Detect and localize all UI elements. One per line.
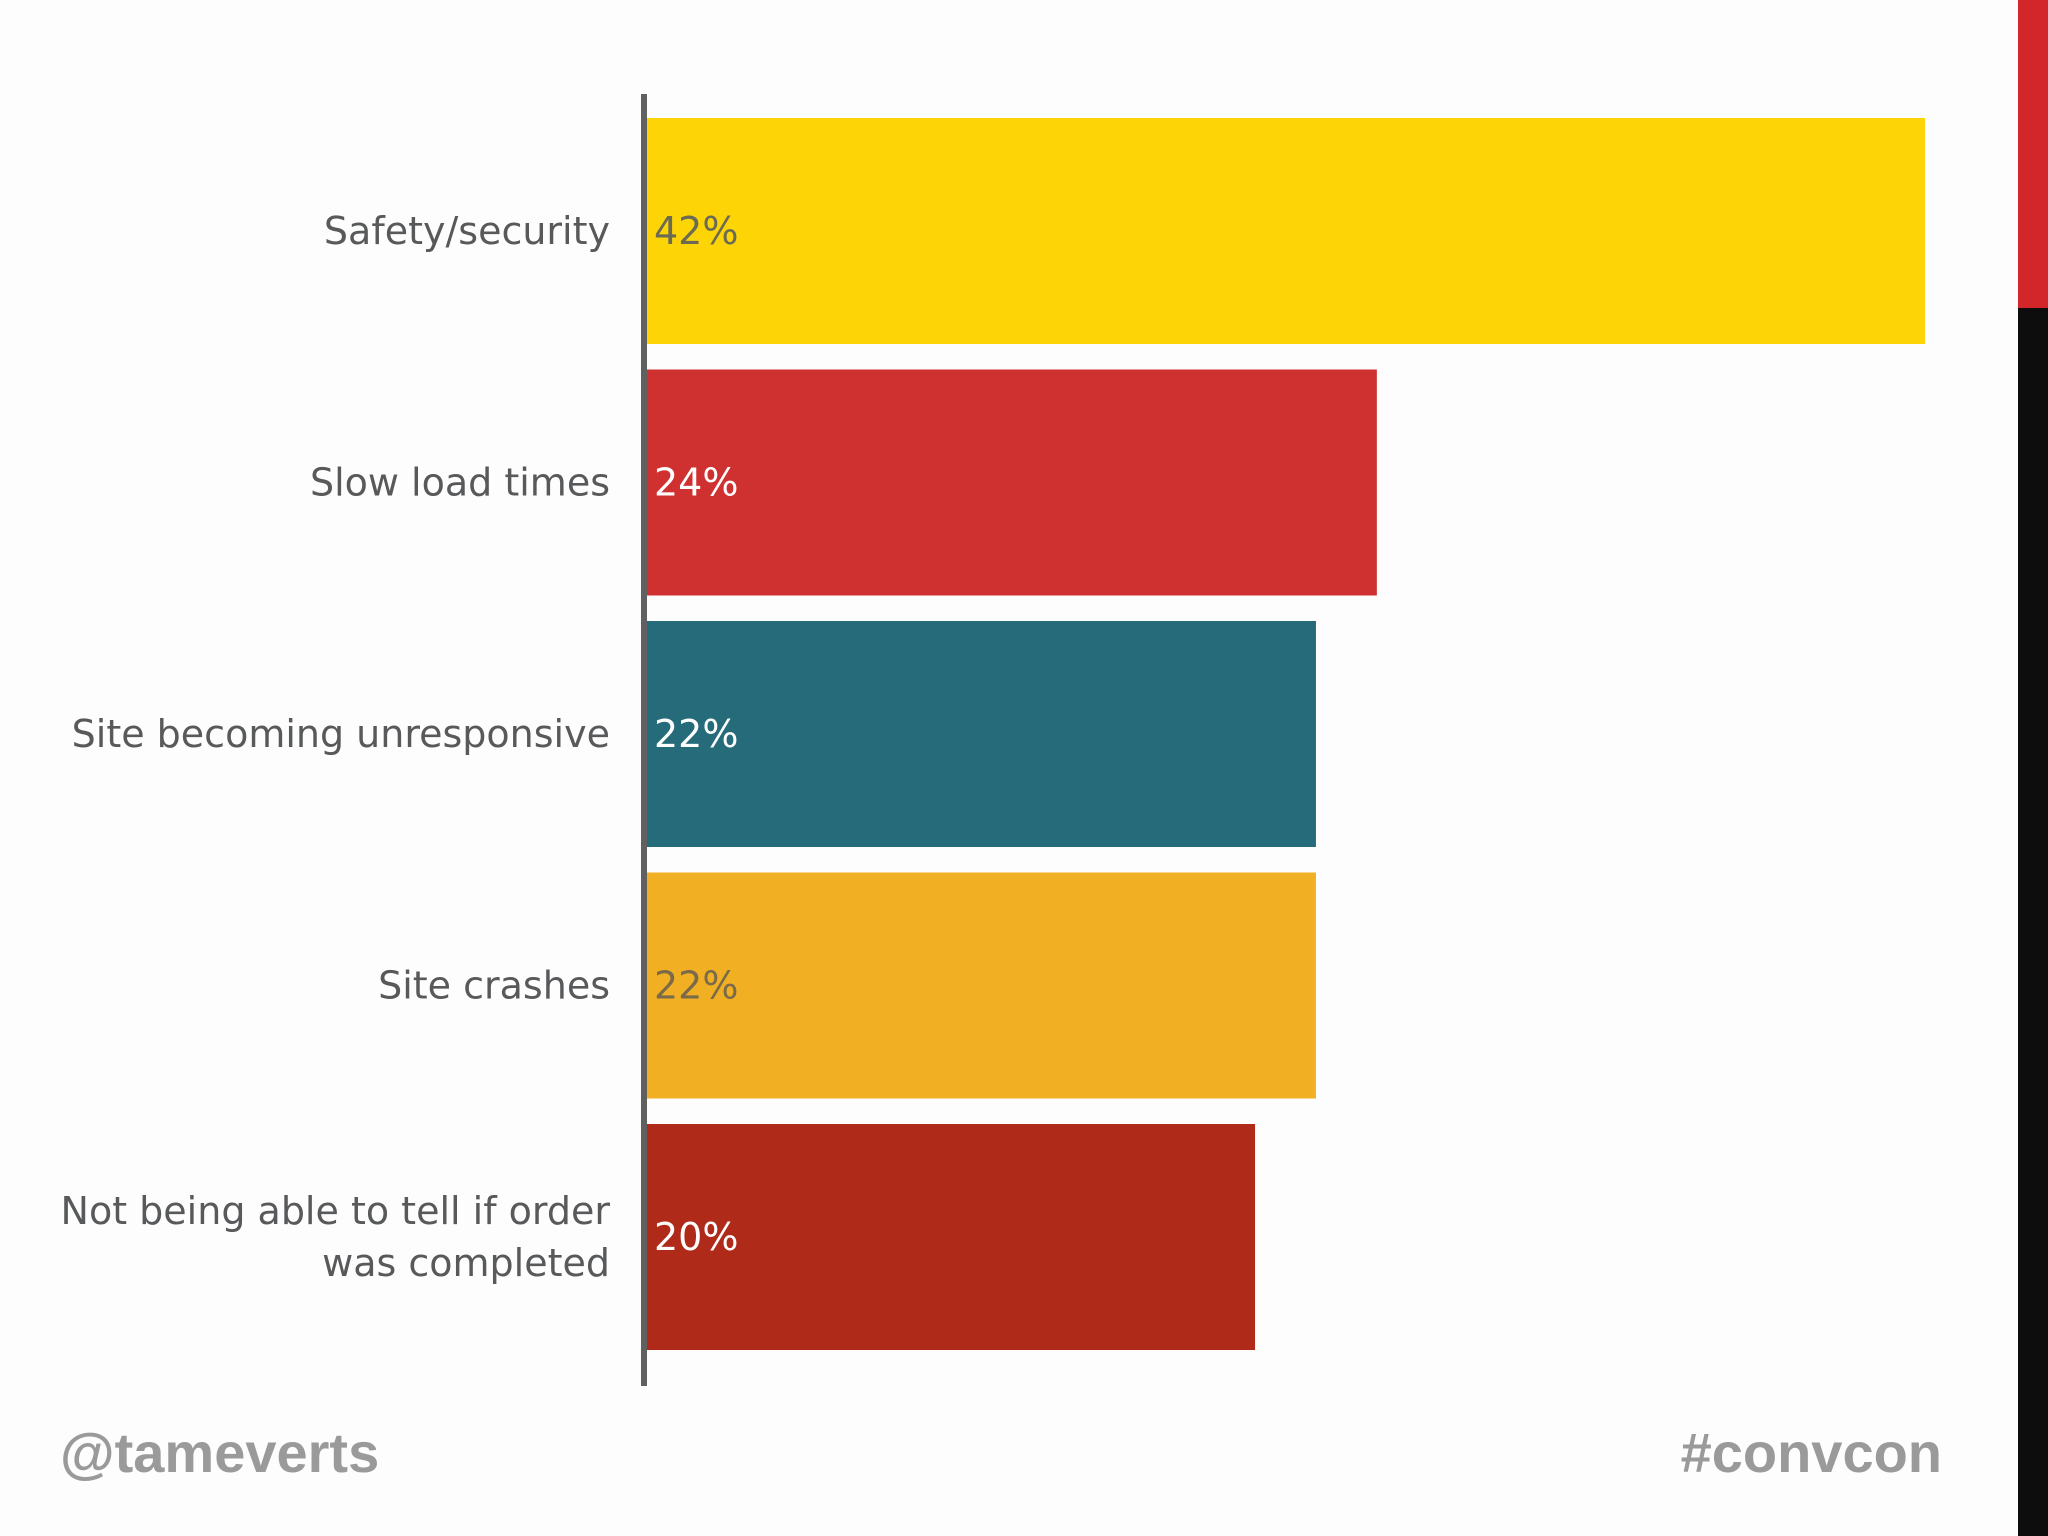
value-label-1: 42%	[654, 209, 738, 253]
category-labels-layer: Safety/security Slow load times Site becom…	[61, 209, 611, 1285]
bar-2	[646, 369, 1377, 596]
accent-bar-black	[2018, 308, 2048, 1536]
twitter-handle: @tameverts	[60, 1421, 380, 1484]
category-label-2: Slow load times	[310, 461, 610, 505]
bar-1	[646, 118, 1925, 344]
bar-3	[646, 621, 1316, 847]
bar-5	[646, 1124, 1256, 1350]
category-label-4: Site crashes	[378, 964, 610, 1008]
category-label-3: Site becoming unresponsive	[72, 712, 610, 756]
accent-bar-red	[2018, 0, 2048, 308]
value-label-5: 20%	[654, 1215, 738, 1259]
hashtag: #convcon	[1680, 1421, 1942, 1484]
value-label-3: 22%	[654, 712, 738, 756]
value-label-4: 22%	[654, 964, 738, 1008]
value-label-2: 24%	[654, 461, 738, 505]
category-label-5: Not being able to tell if order was compl…	[61, 1189, 611, 1285]
bars-layer	[646, 118, 1925, 1350]
value-labels-layer: 42% 24% 22% 22% 20%	[654, 209, 738, 1259]
bar-4	[646, 872, 1316, 1099]
category-label-1: Safety/security	[324, 209, 610, 253]
